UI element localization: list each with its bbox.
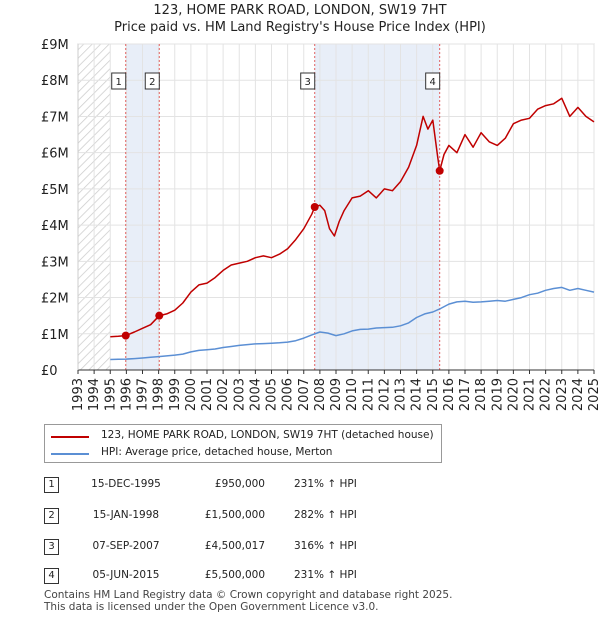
x-tick-label: 2010 — [345, 378, 360, 411]
x-tick-label: 2005 — [265, 378, 280, 411]
footer-licence: This data is licensed under the Open Gov… — [44, 601, 379, 613]
sale-point — [121, 331, 130, 340]
x-tick-label: 2008 — [313, 378, 328, 411]
x-tick-label: 2014 — [410, 378, 425, 411]
transaction-number: 4 — [44, 568, 59, 584]
x-tick-label: 2018 — [474, 378, 489, 411]
transaction-date: 15-JAN-1998 — [92, 509, 160, 521]
x-tick-label: 2009 — [329, 378, 344, 411]
footer-copyright: Contains HM Land Registry data © Crown c… — [44, 589, 453, 601]
transaction-row: 2 15-JAN-1998 £1,500,000 282% ↑ HPI — [44, 507, 584, 527]
x-tick-label: 1999 — [168, 378, 183, 411]
x-tick-label: 2021 — [523, 378, 538, 411]
legend-swatch-hpi — [51, 453, 89, 455]
transaction-hpi: 316% ↑ HPI — [294, 540, 357, 552]
y-tick-label: £8M — [41, 74, 69, 89]
x-tick-label: 2015 — [426, 378, 441, 411]
x-tick-label: 2012 — [377, 378, 392, 411]
x-tick-label: 2017 — [458, 378, 473, 411]
legend-swatch-property — [51, 436, 89, 438]
transaction-hpi: 282% ↑ HPI — [294, 509, 357, 521]
x-tick-label: 2023 — [555, 378, 570, 411]
ownership-span — [314, 44, 440, 370]
y-tick-label: £0 — [41, 364, 58, 379]
x-tick-label: 2013 — [394, 378, 409, 411]
transaction-number: 1 — [44, 477, 59, 493]
transaction-date: 07-SEP-2007 — [92, 540, 160, 552]
sale-label-number: 2 — [149, 77, 155, 88]
x-tick-label: 2020 — [506, 378, 521, 411]
y-tick-label: £6M — [41, 147, 69, 162]
x-tick-label: 1997 — [136, 378, 151, 411]
sale-label-box — [425, 72, 441, 90]
sale-label-number: 3 — [305, 77, 311, 88]
x-tick-label: 1995 — [103, 378, 118, 411]
sale-point — [435, 166, 444, 175]
transaction-date: 05-JUN-2015 — [92, 569, 160, 581]
transaction-price: £1,500,000 — [204, 509, 265, 521]
sale-label-number: 1 — [116, 77, 122, 88]
x-tick-label: 2003 — [232, 378, 247, 411]
chart-subtitle: Price paid vs. HM Land Registry's House … — [114, 20, 486, 35]
y-tick-label: £5M — [41, 183, 69, 198]
transaction-price: £950,000 — [214, 478, 265, 490]
sale-point — [155, 311, 164, 320]
legend: 123, HOME PARK ROAD, LONDON, SW19 7HT (d… — [44, 424, 442, 463]
y-tick-label: £3M — [41, 255, 69, 270]
x-tick-label: 2019 — [490, 378, 505, 411]
transaction-price: £5,500,000 — [204, 569, 265, 581]
sale-label-box — [111, 72, 127, 90]
x-tick-label: 2000 — [184, 378, 199, 411]
hpi-line — [110, 286, 595, 361]
x-tick-label: 2016 — [442, 378, 457, 411]
transaction-price: £4,500,017 — [204, 540, 265, 552]
sale-label-box — [300, 72, 316, 90]
y-tick-label: £9M — [41, 38, 69, 53]
x-tick-label: 2024 — [571, 378, 586, 411]
x-tick-label: 1996 — [119, 378, 134, 411]
transaction-hpi: 231% ↑ HPI — [294, 478, 357, 490]
y-tick-label: £4M — [41, 219, 69, 234]
transaction-hpi: 231% ↑ HPI — [294, 569, 357, 581]
sale-label-number: 4 — [429, 77, 435, 88]
x-tick-label: 1993 — [71, 378, 86, 411]
transaction-row: 1 15-DEC-1995 £950,000 231% ↑ HPI — [44, 476, 584, 496]
transaction-row: 4 05-JUN-2015 £5,500,000 231% ↑ HPI — [44, 567, 584, 587]
legend-label-property: 123, HOME PARK ROAD, LONDON, SW19 7HT (d… — [101, 429, 434, 441]
transaction-date: 15-DEC-1995 — [91, 478, 161, 490]
legend-label-hpi: HPI: Average price, detached house, Mert… — [101, 446, 333, 458]
transaction-number: 2 — [44, 508, 59, 524]
x-tick-label: 1998 — [152, 378, 167, 411]
y-tick-label: £1M — [41, 328, 69, 343]
x-tick-label: 2025 — [587, 378, 600, 411]
transaction-number: 3 — [44, 539, 59, 555]
y-tick-label: £7M — [41, 110, 69, 125]
sale-point — [310, 202, 319, 211]
property-price-line — [110, 97, 595, 338]
x-tick-label: 2002 — [216, 378, 231, 411]
transaction-row: 3 07-SEP-2007 £4,500,017 316% ↑ HPI — [44, 538, 584, 558]
x-tick-label: 2006 — [281, 378, 296, 411]
chart-title: 123, HOME PARK ROAD, LONDON, SW19 7HT — [153, 3, 447, 18]
x-tick-label: 2007 — [297, 378, 312, 411]
x-tick-label: 2022 — [539, 378, 554, 411]
x-tick-label: 2001 — [200, 378, 215, 411]
x-tick-label: 1994 — [87, 378, 102, 411]
x-tick-label: 2011 — [361, 378, 376, 411]
y-tick-label: £2M — [41, 292, 69, 307]
sale-label-box — [144, 72, 160, 90]
x-tick-label: 2004 — [248, 378, 263, 411]
